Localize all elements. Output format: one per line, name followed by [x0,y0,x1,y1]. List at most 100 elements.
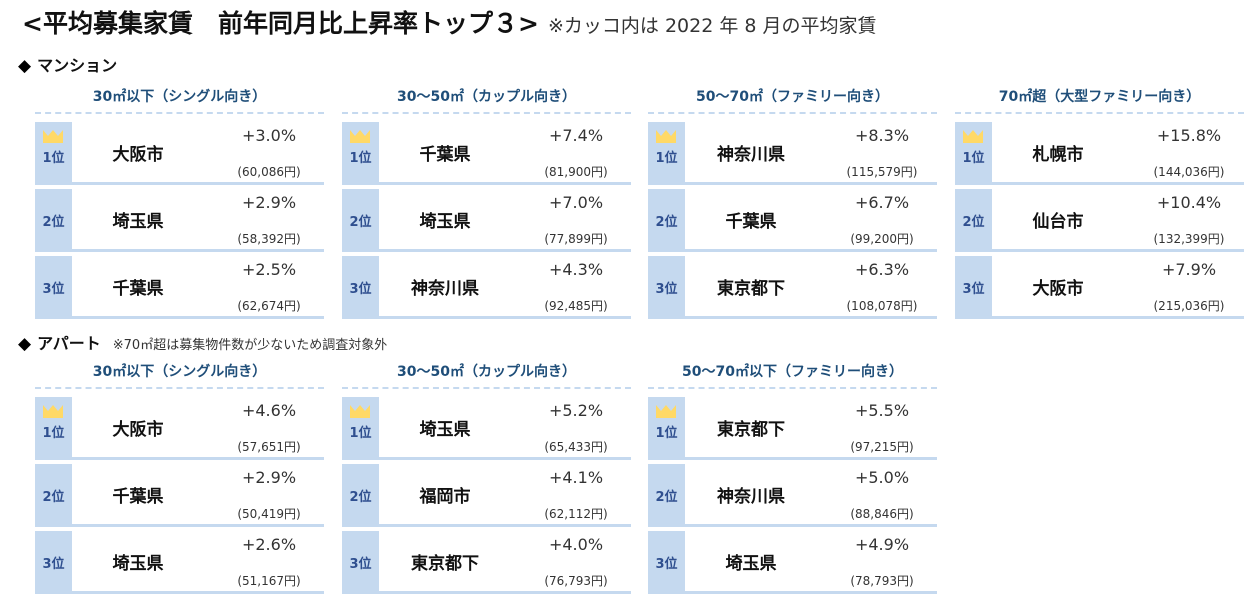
crown-icon [43,128,63,143]
increase-rate: +2.9% [241,468,297,487]
crown-icon [43,403,63,418]
city-name: 千葉県 [112,278,164,299]
increase-rate: +15.8% [1156,126,1222,145]
city-name: 埼玉県 [112,211,164,232]
ranking-row: 1位 札幌市 +15.8% (144,036円) [955,122,1244,185]
average-rent: (57,651円) [237,440,301,454]
ranking-row: 2位 千葉県 +6.7% (99,200円) [648,189,937,252]
rent-values: +4.0% (76,793円) [521,531,631,591]
average-rent: (62,112円) [544,507,608,521]
title-main: <平均募集家賃 前年同月比上昇率トップ３> [22,9,539,38]
rent-values: +4.1% (62,112円) [521,464,631,524]
rank-label: 3位 [42,282,65,297]
average-rent: (92,485円) [544,299,608,313]
average-rent: (51,167円) [237,574,301,588]
rank-badge: 3位 [648,256,685,319]
crown-icon [656,403,676,418]
increase-rate: +4.1% [548,468,604,487]
rank-label: 1位 [962,151,985,166]
increase-rate: +2.9% [241,193,297,212]
average-rent: (88,846円) [850,507,914,521]
ranking-row: 3位 東京都下 +6.3% (108,078円) [648,256,937,319]
city-name: 神奈川県 [717,486,785,507]
average-rent: (62,674円) [237,299,301,313]
average-rent: (60,086円) [237,165,301,179]
increase-rate: +4.0% [548,535,604,554]
city-name: 札幌市 [1032,144,1084,165]
ranking-group: 30～50㎡（カップル向き） 1位 千葉県 +7.4% (81,900円) 2位 埼玉県 +7… [342,86,631,323]
dashed-divider [648,387,937,389]
title-note: ※カッコ内は 2022 年 8 月の平均家賃 [548,15,877,37]
city-name: 大阪市 [1032,278,1084,299]
rent-values: +5.5% (97,215円) [827,397,937,457]
ranking-row: 3位 埼玉県 +4.9% (78,793円) [648,531,937,594]
rank-label: 2位 [42,490,65,505]
rank-badge: 2位 [342,189,379,252]
ranking-row: 2位 埼玉県 +2.9% (58,392円) [35,189,324,252]
ranking-row: 1位 大阪市 +3.0% (60,086円) [35,122,324,185]
city-name: 神奈川県 [411,278,479,299]
ranking-row: 2位 神奈川県 +5.0% (88,846円) [648,464,937,527]
city-name: 大阪市 [112,419,164,440]
group-header: 30～50㎡（カップル向き） [397,364,576,380]
average-rent: (144,036円) [1153,165,1225,179]
rank-label: 3位 [655,282,678,297]
rent-values: +4.9% (78,793円) [827,531,937,591]
average-rent: (97,215円) [850,440,914,454]
rank-label: 1位 [655,151,678,166]
rank-label: 3位 [962,282,985,297]
increase-rate: +10.4% [1156,193,1222,212]
ranking-row: 1位 大阪市 +4.6% (57,651円) [35,397,324,460]
ranking-row: 1位 東京都下 +5.5% (97,215円) [648,397,937,460]
rank-badge: 2位 [648,189,685,252]
ranking-row: 3位 千葉県 +2.5% (62,674円) [35,256,324,319]
rank-label: 2位 [655,490,678,505]
dashed-divider [342,387,631,389]
rank-badge: 3位 [955,256,992,319]
city-name: 神奈川県 [717,144,785,165]
group-header: 50～70㎡（ファミリー向き） [696,89,889,105]
rent-values: +5.0% (88,846円) [827,464,937,524]
rank-label: 2位 [349,490,372,505]
group-header: 30㎡以下（シングル向き） [92,89,267,105]
ranking-group: 50～70㎡（ファミリー向き） 1位 神奈川県 +8.3% (115,579円) 2位 千葉… [648,86,937,323]
ranking-row: 2位 千葉県 +2.9% (50,419円) [35,464,324,527]
rank-label: 2位 [655,215,678,230]
increase-rate: +6.7% [854,193,910,212]
increase-rate: +5.0% [854,468,910,487]
rent-values: +6.7% (99,200円) [827,189,937,249]
crown-icon [350,403,370,418]
rank-badge: 3位 [35,531,72,594]
rent-values: +2.9% (50,419円) [214,464,324,524]
rank-label: 1位 [42,426,65,441]
ranking-row: 2位 埼玉県 +7.0% (77,899円) [342,189,631,252]
rent-values: +2.9% (58,392円) [214,189,324,249]
average-rent: (215,036円) [1153,299,1225,313]
rank-label: 1位 [42,151,65,166]
increase-rate: +7.0% [548,193,604,212]
page-title: <平均募集家賃 前年同月比上昇率トップ３> ※カッコ内は 2022 年 8 月の… [22,6,877,45]
average-rent: (58,392円) [237,232,301,246]
average-rent: (81,900円) [544,165,608,179]
dashed-divider [35,112,324,114]
rank-label: 1位 [349,151,372,166]
group-header: 50～70㎡以下（ファミリー向き） [682,364,903,380]
city-name: 埼玉県 [112,553,164,574]
dashed-divider [342,112,631,114]
dashed-divider [648,112,937,114]
average-rent: (115,579円) [846,165,918,179]
rent-values: +5.2% (65,433円) [521,397,631,457]
rank-badge: 2位 [955,189,992,252]
dashed-divider [955,112,1244,114]
ranking-group: 50～70㎡以下（ファミリー向き） 1位 東京都下 +5.5% (97,215円) 2位 神… [648,361,937,598]
section-apart-heading: ◆ アパート ※70㎡超は募集物件数が少ないため調査対象外 [18,330,387,354]
section-label: マンション [37,56,118,75]
rank-badge: 3位 [342,256,379,319]
average-rent: (50,419円) [237,507,301,521]
rent-values: +2.6% (51,167円) [214,531,324,591]
rent-values: +2.5% (62,674円) [214,256,324,316]
rank-badge: 1位 [35,397,72,460]
city-name: 東京都下 [717,419,785,440]
city-name: 千葉県 [419,144,471,165]
increase-rate: +4.9% [854,535,910,554]
